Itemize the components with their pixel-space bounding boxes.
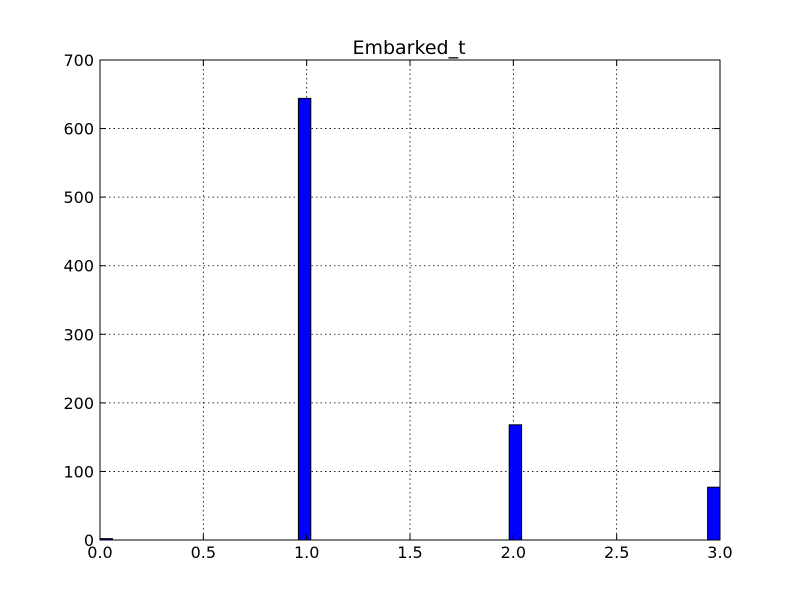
histogram-bar-2 [508,424,523,541]
y-tick-label: 100 [63,462,94,481]
histogram-bar-1 [297,97,312,541]
x-tick-label: 2.5 [604,543,629,562]
y-tick-label: 300 [63,325,94,344]
y-tick-label: 500 [63,188,94,207]
tick-marks [99,59,721,541]
x-tick-label: 0.5 [191,543,216,562]
grid-lines [100,60,720,540]
y-tick-label: 600 [63,120,94,139]
x-tick-label: 0.0 [87,543,112,562]
y-tick-label: 200 [63,394,94,413]
x-tick-label: 3.0 [707,543,732,562]
y-tick-label: 700 [63,51,94,70]
bars [99,97,721,541]
x-tick-label: 1.0 [294,543,319,562]
x-tick-labels: 0.0 0.5 1.0 1.5 2.0 2.5 3.0 [87,543,732,562]
y-tick-label: 0 [84,531,94,550]
x-tick-label: 1.5 [397,543,422,562]
x-tick-label: 2.0 [501,543,526,562]
histogram-bar-3 [707,486,721,541]
y-tick-label: 400 [63,257,94,276]
chart-title: Embarked_t [352,37,465,59]
y-tick-labels: 0 100 200 300 400 500 600 700 [63,51,94,550]
